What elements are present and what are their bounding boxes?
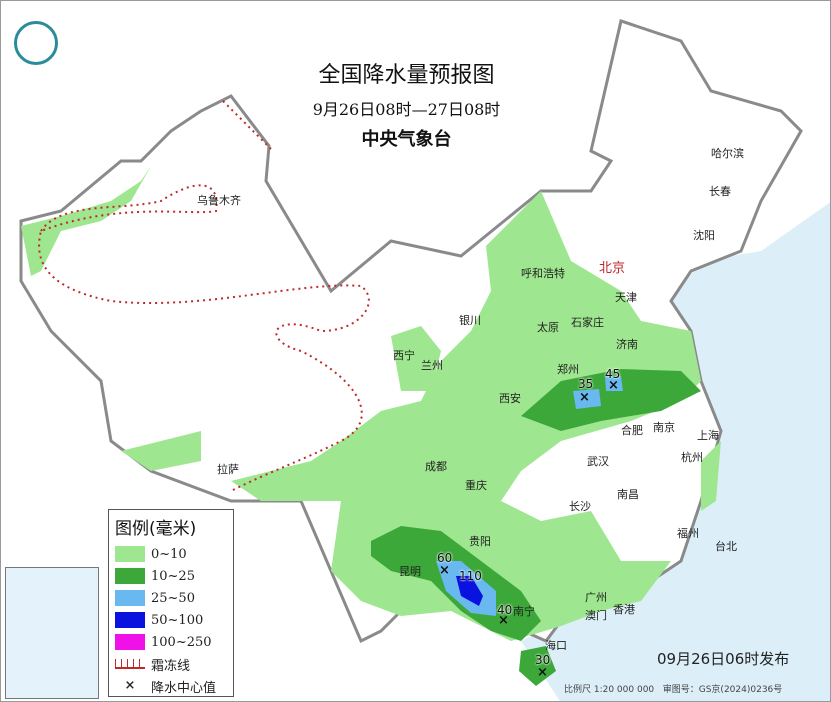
city-label: 澳门 [585,609,607,622]
legend-item: 10~25 [115,565,227,587]
legend-swatch [115,634,145,650]
legend-title: 图例(毫米) [115,519,197,539]
rain-center-icon: × [124,678,136,693]
sea [521,202,830,701]
city-label: 贵阳 [469,535,491,548]
city-label: 台北 [715,540,737,553]
city-label: 香港 [613,603,635,616]
rain-center-marker: × [608,378,619,393]
scale: 比例尺 1:20 000 000 [564,685,655,695]
legend-label: 降水中心值 [151,680,217,696]
city-label: 银川 [459,314,481,327]
rain-area-10-25 [521,369,701,431]
rain-center-value: 30 [535,653,551,667]
city-label: 太原 [537,321,559,334]
rain-area-0-10 [701,441,721,511]
legend-swatch [115,590,145,606]
city-label: 合肥 [621,424,643,437]
legend-label: 50~100 [151,612,204,628]
rain-area-0-10 [231,191,701,641]
rain-center-marker: × [439,563,450,578]
city-label: 长春 [709,185,731,198]
issue-time: 09月26日06时发布 [657,650,790,668]
rain-area-0-10 [121,431,201,471]
legend-label: 10~25 [151,568,195,584]
map-number: 审图号：GS京(2024)0236号 [662,685,783,695]
legend-swatch [115,612,145,628]
city-label: 南京 [653,421,675,434]
city-label: 天津 [615,291,637,304]
legend-swatch [115,568,145,584]
rain-area-25-50 [605,376,623,391]
city-label: 海口 [545,639,567,652]
legend-item: 50~100 [115,609,227,631]
city-label: 兰州 [421,359,443,372]
rain-area-25-50 [573,389,601,409]
city-label: 上海 [697,429,719,442]
legend-label: 25~50 [151,590,195,606]
forecast-period: 9月26日08时—27日08时 [312,100,501,119]
map-title: 全国降水量预报图 [318,63,495,88]
legend-item: 霜冻线 [115,653,227,675]
city-label: 乌鲁木齐 [197,194,241,207]
city-label: 拉萨 [217,463,239,476]
frost-line-icon [115,659,145,669]
city-label: 西安 [499,392,521,405]
rain-center-value: 45 [605,367,621,381]
city-label: 哈尔滨 [711,147,744,160]
legend-item: × 降水中心值 [115,675,227,697]
rain-area-50-100 [456,576,483,606]
rain-center-marker: × [579,390,590,405]
south-china-sea-inset [5,567,99,699]
city-label: 郑州 [557,363,579,376]
rain-area-10-25 [519,646,556,686]
city-label: 西宁 [393,349,415,362]
scale-and-map-number: 比例尺 1:20 000 000 审图号：GS京(2024)0236号 [564,682,782,695]
city-label: 济南 [616,338,638,351]
city-label: 南昌 [617,488,639,501]
rain-center-marker: × [537,665,548,680]
city-label: 杭州 [681,451,703,464]
city-label: 长沙 [569,500,591,513]
legend-item: 0~10 [115,543,227,565]
rain-area-0-10 [21,166,151,276]
city-label: 沈阳 [693,229,715,242]
city-label: 成都 [425,460,447,473]
city-label: 福州 [677,527,699,540]
city-label: 武汉 [587,455,609,468]
city-label: 石家庄 [571,316,604,329]
city-label: 重庆 [465,479,487,492]
legend-label: 100~250 [151,634,212,650]
cma-logo-icon [14,21,58,65]
legend-label: 0~10 [151,546,187,562]
city-label: 呼和浩特 [521,267,565,280]
city-label: 广州 [585,591,607,604]
legend-label: 霜冻线 [151,658,191,674]
capital-label: 北京 [599,261,626,276]
legend-item: 25~50 [115,587,227,609]
issuer: 中央气象台 [361,129,452,150]
rain-center-value: 110 [459,569,482,583]
rain-center-value: 60 [437,551,453,565]
rain-area-0-10 [391,326,441,391]
city-label: 昆明 [399,565,421,578]
rain-center-value: 35 [578,377,594,391]
legend-item: 100~250 [115,631,227,653]
rain-center-marker: × [498,613,509,628]
legend: 图例(毫米) 0~10 10~25 25~50 50~100 100~250 霜… [108,509,234,697]
city-label: 南宁 [513,605,535,618]
legend-swatch [115,546,145,562]
rain-center-value: 40 [497,603,513,617]
